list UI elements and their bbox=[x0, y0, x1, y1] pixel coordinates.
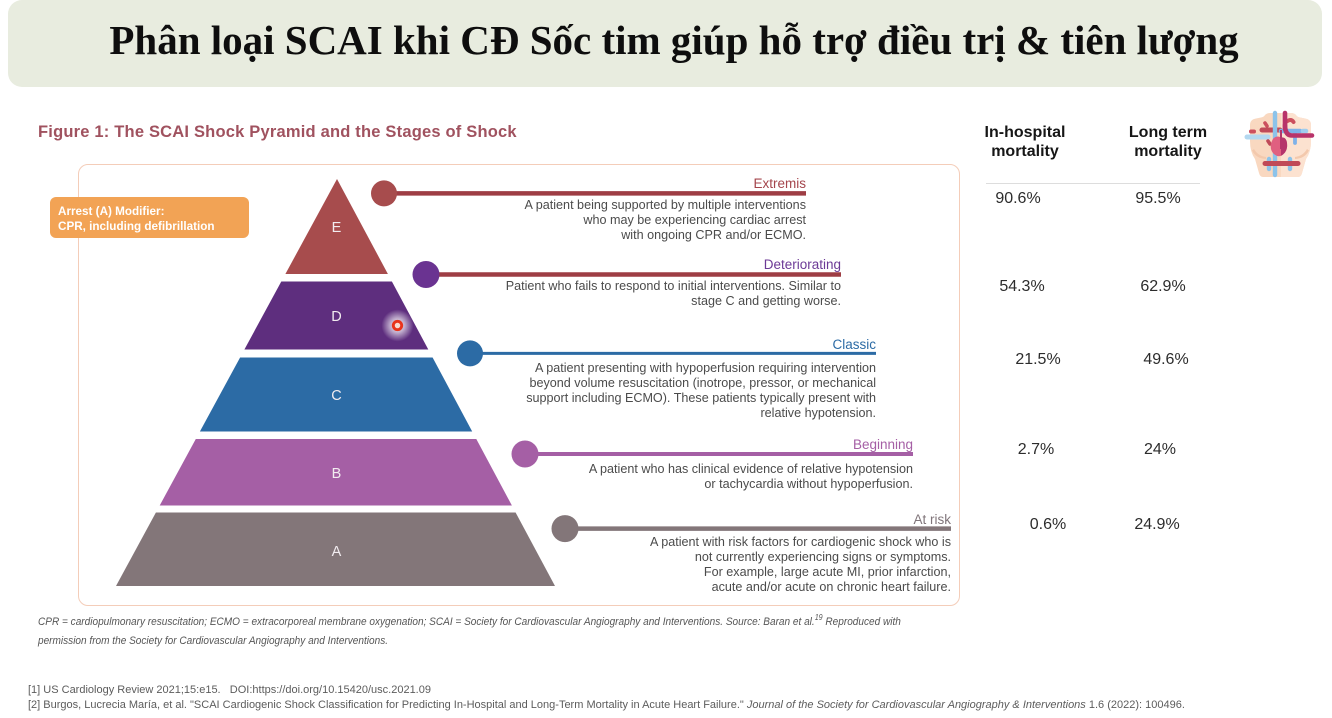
svg-text:A: A bbox=[332, 544, 342, 560]
svg-text:E: E bbox=[332, 220, 342, 236]
svg-text:D: D bbox=[331, 309, 341, 325]
svg-text:C: C bbox=[331, 388, 341, 404]
svg-text:B: B bbox=[332, 466, 342, 482]
